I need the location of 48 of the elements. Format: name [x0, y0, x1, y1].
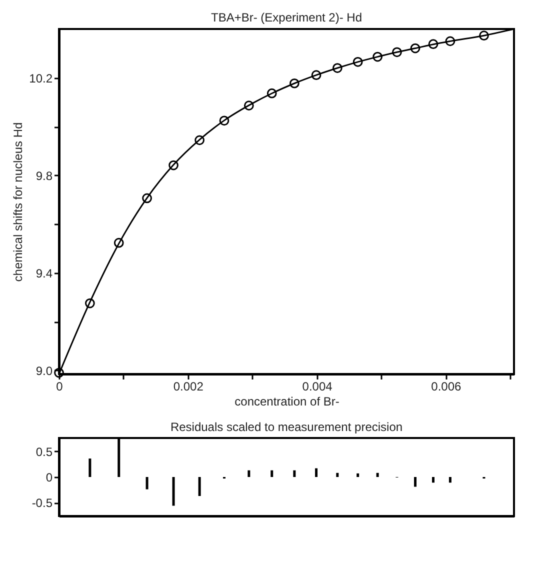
- point: [266, 88, 277, 98]
- point: [194, 135, 204, 146]
- point: [332, 63, 342, 73]
- y-tick-label: -0.5: [32, 496, 53, 510]
- x-tick-label: 0.002: [173, 380, 204, 394]
- point: [392, 47, 402, 58]
- point: [219, 116, 230, 126]
- bar: [336, 472, 339, 477]
- y-tick-label: 9.4: [36, 266, 53, 280]
- point: [85, 298, 95, 308]
- point: [142, 193, 152, 204]
- y-axis-title: chemical shifts for nucleus Hd: [11, 122, 26, 282]
- y-tick-label: 0.5: [36, 444, 53, 459]
- bar: [356, 473, 360, 477]
- point: [289, 78, 300, 88]
- point: [168, 160, 178, 170]
- x-tick-label: 0.004: [302, 380, 333, 394]
- x-tick-label: 0: [56, 380, 64, 394]
- bar: [198, 477, 201, 496]
- x-axis-title: concentration of Br-: [234, 394, 340, 408]
- point: [352, 56, 363, 67]
- y-tick-label: 10.2: [29, 71, 53, 86]
- bar: [376, 472, 379, 477]
- bar: [432, 477, 434, 483]
- point: [445, 36, 456, 46]
- point: [428, 39, 438, 50]
- bar: [414, 477, 417, 487]
- point: [114, 238, 124, 248]
- y-tick-label: 0: [46, 470, 53, 484]
- y-tick-label: 9.0: [36, 364, 53, 378]
- x-tick-label: 0.006: [431, 380, 462, 394]
- point: [410, 43, 420, 54]
- point: [311, 70, 322, 80]
- bar: [270, 470, 274, 477]
- y-tick-label: 9.8: [36, 168, 53, 183]
- bar: [172, 477, 175, 506]
- chart-title: TBA+Br- (Experiment 2)- Hd: [210, 10, 362, 24]
- chart-title: Residuals scaled to measurement precision: [170, 420, 403, 434]
- point: [372, 52, 382, 62]
- point: [244, 100, 254, 110]
- bar: [448, 477, 452, 483]
- point: [479, 30, 489, 41]
- bar: [88, 458, 92, 477]
- bar: [248, 470, 250, 477]
- bar: [293, 470, 296, 477]
- point: [54, 368, 64, 378]
- bar: [315, 468, 318, 477]
- bar: [146, 477, 148, 490]
